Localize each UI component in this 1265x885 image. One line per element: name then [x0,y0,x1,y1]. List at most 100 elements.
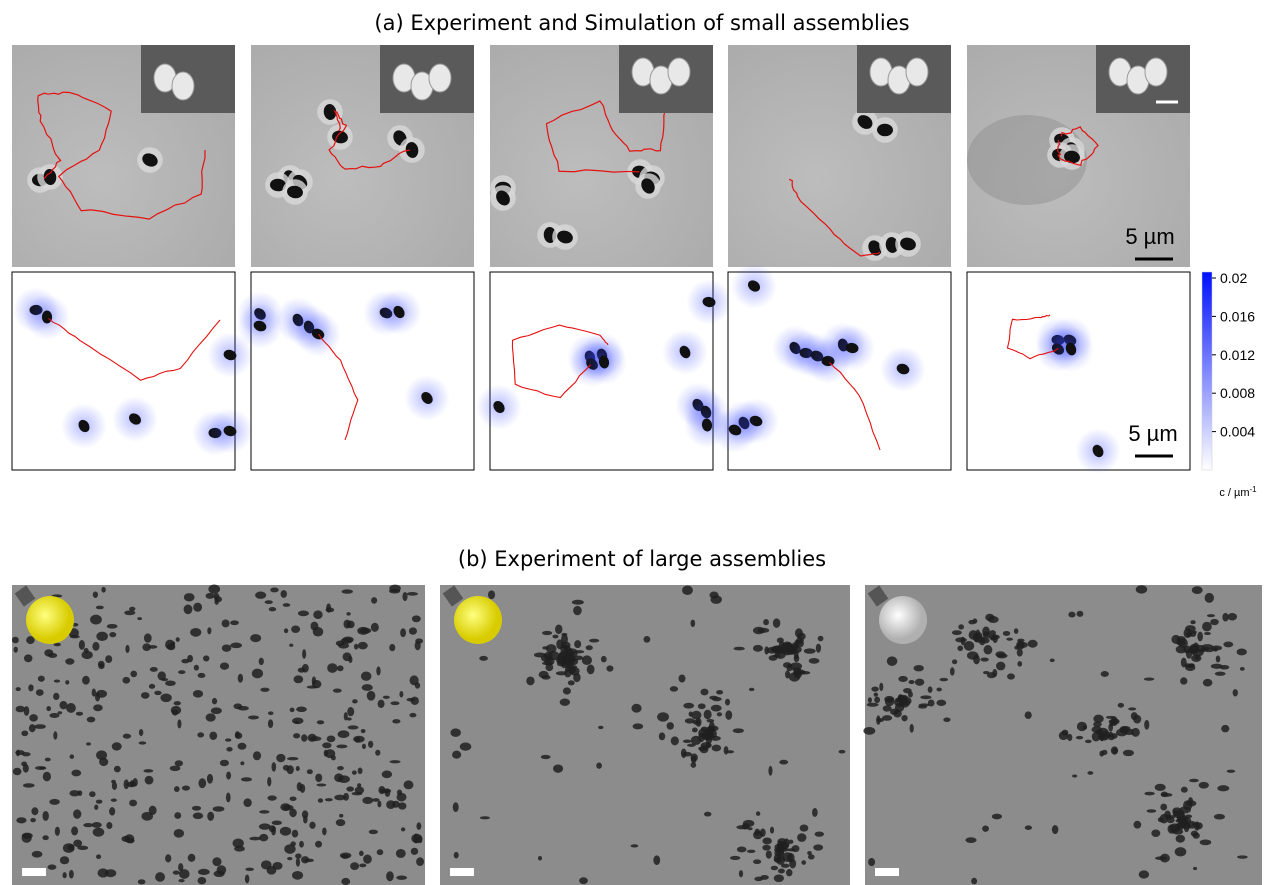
cell-cluster [669,686,679,692]
cell-cluster [255,591,267,599]
cell-cluster [289,643,294,647]
colorbar-label: c / µm-1 [1219,485,1257,499]
cell-cluster [113,765,121,773]
cell-cluster [304,858,315,863]
trajectory [37,91,206,220]
cell-cluster [67,843,75,851]
cell-cluster [706,719,715,723]
cell-cluster [553,764,564,773]
cell-cluster [187,853,196,862]
cell-cluster [332,688,342,693]
cell-cluster [450,728,461,737]
scale-bar [22,868,46,876]
cell-cluster [267,711,274,716]
cell-cluster [1215,655,1221,663]
simulation-panel [250,271,475,471]
sem-cell [171,71,195,101]
cell-cluster [125,644,130,654]
cell [287,185,303,199]
cell-cluster [1210,618,1219,626]
cell-cluster [1131,727,1140,737]
cell-cluster [59,701,68,710]
cell-cluster [996,661,1006,671]
scale-bar-label: 5 µm [1128,421,1177,446]
cell-cluster [295,857,301,867]
cell-cluster [690,762,697,768]
cell-cluster [395,848,406,858]
cell [877,123,893,137]
cell-cluster [62,872,67,879]
cell-cluster [35,689,44,696]
cell-cluster [415,638,424,644]
cell-cluster [958,624,965,630]
cell-cluster [1093,721,1102,728]
bulb-base [14,585,36,607]
cell-cluster [1102,730,1110,740]
cell-cluster [1133,714,1142,724]
cell-cluster [874,696,881,704]
cell-cluster [91,688,97,697]
cell-cluster [1191,586,1203,594]
cell-cluster [1108,719,1118,725]
cell-cluster [317,798,324,803]
cell [129,413,141,425]
cell-cluster [37,675,45,682]
cell-cluster [165,854,172,863]
cell-cluster [330,755,336,761]
cell-cluster [301,663,309,673]
cell-cluster [71,769,82,777]
cell-cluster [1144,719,1150,730]
cell-cluster [408,627,418,635]
cell-cluster [360,728,366,734]
cell [496,190,510,206]
cell-cluster [293,733,301,739]
cell-cluster [293,675,304,684]
cell-cluster [797,833,807,842]
cell-cluster [868,857,876,867]
cell-cluster [313,610,323,620]
cell-cluster [571,599,584,605]
cell-cluster [1160,803,1168,811]
cell-cluster [279,826,292,836]
cell-cluster [396,875,408,880]
cell-cluster [784,646,791,654]
panel-b-title: (b) Experiment of large assemblies [458,547,826,571]
cell [598,355,610,369]
cell-cluster [965,837,977,843]
cell-cluster [398,802,407,810]
cell-cluster [586,664,595,675]
cell-cluster [1192,630,1197,634]
cell-cluster [807,851,812,856]
cell-cluster [983,645,993,655]
cell-cluster [1017,661,1023,667]
cell [405,142,419,158]
cell-cluster [762,844,771,851]
cell-cluster [271,762,277,772]
cell-cluster [1072,774,1078,778]
cell-cluster [338,642,350,649]
cell-cluster [1085,739,1092,744]
cell-cluster [357,767,363,775]
colorbar-tick-label: 0.004 [1220,424,1255,440]
cell-cluster [259,833,269,842]
cell-cluster [15,750,25,756]
cell-cluster [943,717,951,722]
cell-cluster [697,703,706,710]
cell-cluster [173,701,181,706]
cell-cluster [1210,663,1223,669]
cell-cluster [289,808,297,818]
cell-cluster [1217,785,1230,792]
cell-cluster [813,844,824,851]
cell-cluster [44,649,54,657]
cell-cluster [746,849,756,854]
cell-cluster [688,711,693,717]
cell-cluster [1185,625,1196,632]
cell-cluster [267,795,277,801]
cell-cluster [755,811,761,816]
cell-cluster [1193,866,1198,871]
cell-cluster [770,865,779,871]
simulation-panel [966,271,1191,471]
cell-cluster [122,676,131,684]
cell-cluster [776,840,784,850]
cell-cluster [42,771,52,782]
